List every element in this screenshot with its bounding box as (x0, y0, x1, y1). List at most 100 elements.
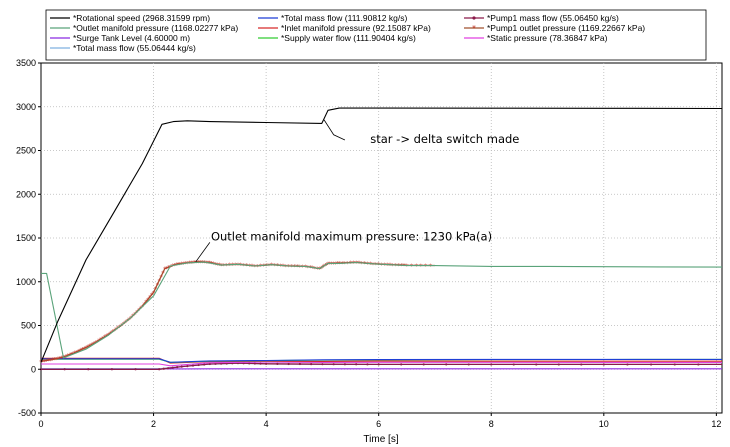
series-7-marker (171, 366, 174, 369)
legend-entry-label: *Inlet manifold pressure (92.15087 kPa) (281, 23, 431, 33)
series-1-line (41, 261, 723, 359)
series-7-marker (176, 366, 179, 369)
series-2-marker: * (311, 265, 315, 273)
series-2-marker: * (45, 358, 49, 366)
series-7-marker (445, 363, 448, 366)
series-2-marker: * (49, 357, 53, 365)
series-2-marker: * (146, 296, 150, 304)
legend-entry-label: *Total mass flow (55.06444 kg/s) (73, 43, 196, 53)
series-2-marker: * (41, 358, 45, 366)
series-2-marker: * (47, 357, 51, 365)
series-7-marker (158, 368, 161, 371)
series-7-marker (673, 363, 676, 366)
y-tick-label: 500 (21, 321, 36, 331)
series-2-marker: * (295, 263, 299, 271)
series-2-marker: * (304, 263, 308, 271)
legend: *Rotational speed (2968.31599 rpm) *Total… (45, 9, 707, 61)
series-2-marker: * (326, 260, 330, 268)
series-7-marker (276, 362, 279, 365)
series-7-marker (134, 368, 137, 371)
series-2-marker: * (222, 262, 226, 270)
series-7-marker (512, 363, 515, 366)
series-2-marker: * (152, 289, 156, 297)
series-2-marker: * (284, 263, 288, 271)
series-7-marker (697, 363, 700, 366)
series-2-marker: * (253, 263, 257, 271)
series-2-marker: * (318, 266, 322, 274)
series-7-marker (580, 363, 583, 366)
series-7-marker (321, 363, 324, 366)
series-2-marker: * (161, 270, 165, 278)
series-2-marker: * (154, 285, 158, 293)
series-2-marker: * (256, 263, 260, 271)
series-2-marker: * (262, 262, 266, 270)
series-2-marker: * (340, 260, 344, 268)
series-2-marker: * (43, 358, 47, 366)
series-layer: ****************************************… (39, 107, 723, 371)
series-7-marker (343, 363, 347, 366)
series-2-marker: * (236, 261, 240, 269)
legend-entry-label: *Outlet manifold pressure (1168.02277 kP… (73, 23, 238, 33)
series-2-marker: * (217, 262, 221, 270)
series-2-marker: * (363, 260, 367, 268)
series-2-marker: * (429, 262, 433, 270)
series-2-marker: * (315, 265, 319, 273)
x-tick-label: 2 (151, 419, 156, 429)
legend-entry-label: *Pump1 outlet pressure (1169.22667 kPa) (487, 23, 645, 33)
series-2-marker: * (308, 264, 312, 272)
series-7-marker (208, 362, 211, 366)
series-2-marker: * (250, 263, 254, 271)
series-2-marker: * (336, 260, 340, 268)
series-2-marker: * (380, 261, 384, 269)
y-tick-label: 1000 (16, 277, 36, 287)
series-7-marker (557, 363, 560, 366)
x-axis-title: Time [s] (363, 434, 398, 445)
series-2-marker: * (313, 265, 317, 273)
series-2-marker: * (135, 309, 139, 317)
series-2-marker: * (52, 356, 56, 364)
x-tick-label: 8 (489, 419, 494, 429)
series-2-marker: * (122, 320, 126, 328)
series-2-marker: * (349, 260, 353, 268)
y-tick-label: 1500 (16, 233, 36, 243)
series-2-marker: * (169, 263, 173, 271)
series-2-marker: * (322, 263, 326, 271)
series-2-marker: * (131, 313, 135, 321)
series-7-marker (180, 365, 183, 368)
series-3-line (41, 358, 722, 363)
series-2-marker: * (247, 262, 251, 270)
series-2-marker: * (54, 356, 58, 364)
legend-swatch-marker (472, 16, 476, 20)
series-7-marker (535, 363, 538, 366)
series-2-marker: * (405, 262, 409, 270)
series-2-marker: * (259, 263, 263, 271)
series-7-marker (162, 367, 165, 370)
annotation-star-delta-switch: star -> delta switch made (370, 132, 519, 146)
series-2-marker: * (124, 319, 128, 327)
series-7-marker (287, 362, 290, 366)
series-2-marker: * (330, 260, 334, 268)
series-2-marker: * (150, 292, 154, 300)
series-2-marker: * (385, 262, 389, 270)
series-7-marker (63, 368, 66, 371)
series-2-marker: * (368, 261, 372, 269)
x-tick-label: 12 (711, 419, 721, 429)
series-2-marker: * (357, 260, 361, 268)
series-2-marker: * (321, 264, 325, 272)
series-2-marker: * (126, 318, 130, 326)
series-2-marker: * (212, 260, 216, 268)
series-7-marker (366, 363, 369, 366)
series-7-marker (355, 363, 358, 366)
x-tick-label: 4 (264, 419, 269, 429)
series-2-marker: * (186, 260, 190, 268)
series-2-marker: * (225, 262, 229, 270)
annotation-leader-switch (323, 119, 346, 141)
series-2-marker: * (202, 259, 206, 267)
series-2-marker: * (201, 259, 205, 267)
series-2-marker: * (377, 261, 381, 269)
series-2-marker: * (199, 259, 203, 267)
series-2-marker: * (278, 262, 282, 270)
series-2-marker: * (182, 260, 186, 268)
y-tick-label: 3000 (16, 102, 36, 112)
